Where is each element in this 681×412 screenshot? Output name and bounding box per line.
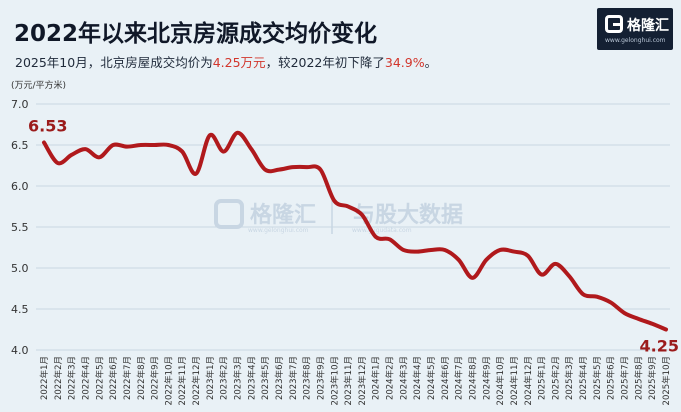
- x-tick-label: 2025年3月: [564, 356, 575, 400]
- x-tick-label: 2024年9月: [481, 356, 492, 400]
- x-tick-label: 2023年2月: [219, 356, 230, 400]
- data-label: 4.25: [640, 337, 679, 356]
- x-tick-label: 2022年10月: [163, 356, 174, 405]
- y-tick-label: 6.5: [11, 139, 29, 152]
- x-tick-label: 2022年12月: [191, 356, 202, 405]
- x-tick-label: 2023年8月: [302, 356, 313, 400]
- series-line: [42, 130, 668, 332]
- watermark-left: 格隆汇: [250, 202, 316, 228]
- x-tick-label: 2023年9月: [315, 356, 326, 400]
- watermark-g-icon: [214, 199, 244, 229]
- x-tick-label: 2023年12月: [357, 356, 368, 405]
- y-tick-label: 5.5: [11, 221, 29, 234]
- x-tick-label: 2025年1月: [537, 356, 548, 400]
- x-tick-label: 2024年4月: [412, 356, 423, 400]
- x-tick-label: 2024年12月: [523, 356, 534, 405]
- subtitle-mid: ，较2022年初下降了: [265, 55, 385, 70]
- chart-subtitle: 2025年10月，北京房屋成交均价为4.25万元，较2022年初下降了34.9%…: [15, 52, 437, 71]
- y-tick-label: 4.0: [11, 344, 29, 357]
- x-tick-label: 2024年7月: [454, 356, 465, 400]
- data-label: 6.53: [28, 117, 67, 136]
- x-tick-label: 2023年5月: [260, 356, 271, 400]
- x-tick-label: 2022年5月: [94, 356, 105, 400]
- x-tick-label: 2024年11月: [509, 356, 520, 405]
- y-tick-label: 6.0: [11, 180, 29, 193]
- x-tick-label: 2022年9月: [150, 356, 161, 400]
- y-axis-ticks: 4.0 4.5 5.0 5.5 6.0 6.5 7.0: [11, 98, 29, 357]
- x-tick-label: 2023年1月: [205, 356, 216, 400]
- watermark-right-url: www.gugudata.com: [352, 227, 412, 234]
- x-tick-label: 2022年4月: [80, 356, 91, 400]
- x-tick-label: 2022年2月: [53, 356, 64, 400]
- brand-logo: 格隆汇 www.gelonghui.com: [597, 8, 673, 50]
- x-tick-label: 2022年8月: [136, 356, 147, 400]
- brand-g-icon: [605, 15, 623, 33]
- x-tick-label: 2024年10月: [495, 356, 506, 405]
- x-axis-ticks: 2022年1月 2022年2月 2022年3月 2022年4月 2022年5月 2022年…: [39, 356, 672, 405]
- watermark-left-url: www.gelonghui.com: [248, 227, 309, 234]
- x-tick-label: 2022年11月: [177, 356, 188, 405]
- x-tick-label: 2022年7月: [122, 356, 133, 400]
- watermark-right: 与股大数据: [353, 202, 463, 228]
- watermark: 格隆汇 www.gelonghui.com 与股大数据 www.gugudata…: [214, 199, 463, 234]
- x-tick-label: 2023年11月: [343, 356, 354, 405]
- x-tick-label: 2022年6月: [108, 356, 119, 400]
- x-tick-label: 2025年4月: [578, 356, 589, 400]
- subtitle-value: 4.25万元: [212, 55, 266, 70]
- x-tick-label: 2025年6月: [606, 356, 617, 400]
- x-tick-label: 2022年1月: [39, 356, 50, 400]
- x-tick-label: 2024年2月: [385, 356, 396, 400]
- x-tick-label: 2024年6月: [440, 356, 451, 400]
- x-tick-label: 2022年3月: [67, 356, 78, 400]
- subtitle-suffix: 。: [424, 55, 438, 70]
- subtitle-prefix: 2025年10月，北京房屋成交均价为: [15, 55, 213, 70]
- x-tick-label: 2024年3月: [398, 356, 409, 400]
- y-unit-label: (万元/平方米): [11, 79, 66, 91]
- x-tick-label: 2024年1月: [371, 356, 382, 400]
- subtitle-pct: 34.9%: [384, 55, 425, 70]
- chart-title: 2022年以来北京房源成交均价变化: [14, 21, 378, 47]
- x-tick-label: 2023年10月: [329, 356, 340, 405]
- x-tick-label: 2024年5月: [426, 356, 437, 400]
- brand-name: 格隆汇: [627, 18, 669, 34]
- x-tick-label: 2025年10月: [661, 356, 672, 405]
- x-tick-label: 2025年8月: [633, 356, 644, 400]
- x-tick-label: 2023年3月: [233, 356, 244, 400]
- x-tick-label: 2025年5月: [592, 356, 603, 400]
- x-tick-label: 2024年8月: [467, 356, 478, 400]
- x-tick-label: 2023年6月: [274, 356, 285, 400]
- y-tick-label: 7.0: [11, 98, 29, 111]
- data-labels: 6.53 4.25: [28, 117, 679, 356]
- y-tick-label: 5.0: [11, 262, 29, 275]
- x-tick-label: 2025年7月: [620, 356, 631, 400]
- x-tick-label: 2023年4月: [246, 356, 257, 400]
- x-tick-label: 2025年2月: [550, 356, 561, 400]
- brand-url: www.gelonghui.com: [605, 37, 666, 44]
- x-tick-label: 2023年7月: [288, 356, 299, 400]
- y-tick-label: 4.5: [11, 303, 29, 316]
- x-tick-label: 2025年9月: [647, 356, 658, 400]
